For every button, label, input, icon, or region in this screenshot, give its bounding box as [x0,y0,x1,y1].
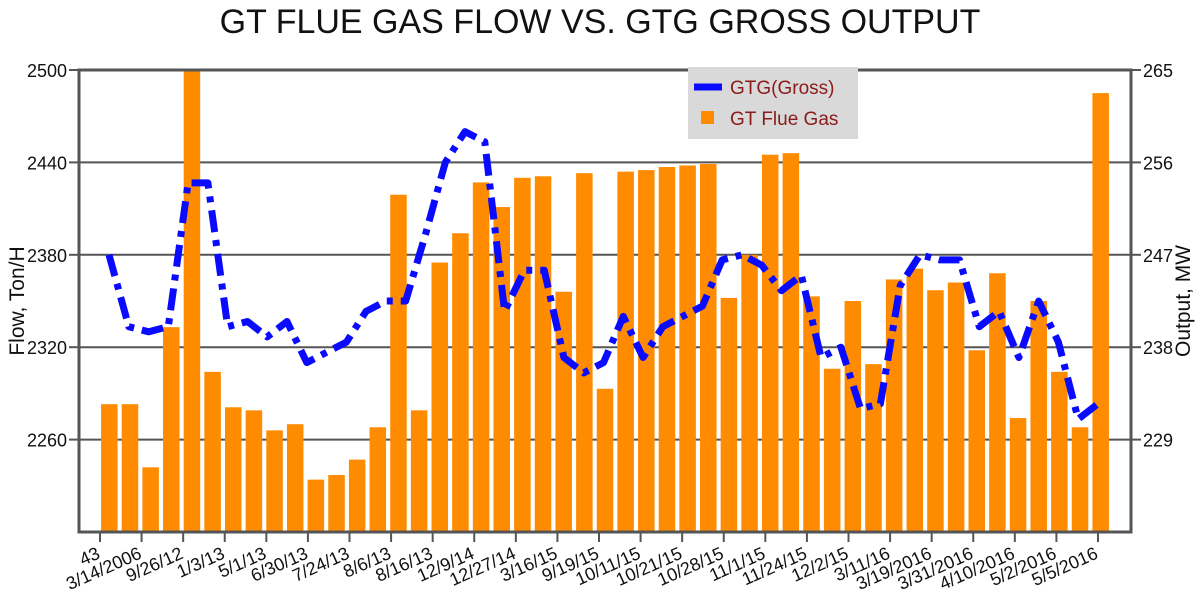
flue-gas-bar [823,368,841,532]
flue-gas-bar [989,273,1006,532]
flue-gas-bar [968,350,986,532]
gtg-gross-line [105,128,1101,423]
legend-gtg-label: GTG(Gross) [730,78,835,99]
flue-gas-bar [266,430,283,532]
flue-gas-bar [452,233,469,533]
right-tick-label: 265 [1143,61,1173,81]
flue-gas-bar [576,173,593,532]
legend-box [688,67,858,139]
flue-gas-bar [761,154,779,532]
flue-gas-bar [844,301,862,532]
flue-gas-bar [224,407,242,532]
legend-flue-swatch [701,111,714,124]
flue-gas-bar [472,182,490,533]
left-axis-ticks: 2260 2320 2380 2440 2500 [27,61,79,451]
legend: GTG(Gross) GT Flue Gas [688,67,858,139]
flue-gas-bar [493,207,510,532]
legend-flue-label: GT Flue Gas [730,109,838,130]
left-tick-label: 2500 [27,61,67,81]
flue-gas-bar [286,424,304,532]
flue-gas-bar [183,70,201,532]
x-axis-ticks: 433/14/20069/26/121/3/135/1/136/30/137/2… [63,532,1101,594]
flue-gas-bar [204,371,221,532]
right-tick-label: 238 [1143,338,1173,358]
right-axis-ticks: 229 238 247 256 265 [1131,61,1173,451]
flue-gas-bar [1030,301,1047,532]
flue-gas-bar [1009,418,1027,532]
chart-title: GT FLUE GAS FLOW VS. GTG GROSS OUTPUT [220,3,981,41]
y-axis-left-label: Flow, Ton/H [6,246,29,355]
flue-gas-bar [101,404,118,532]
plot-frame [77,68,1133,534]
flue-gas-bar [885,279,903,532]
flue-gas-bar [596,388,614,532]
flue-gas-bar [163,327,180,532]
flue-gas-bar [658,167,676,532]
flue-gas-bar [1092,93,1109,532]
flue-gas-bar [700,163,717,532]
flue-gas-bar [534,176,552,532]
y-axis-right-label: Output, MW [1172,245,1195,357]
flue-gas-bar [514,177,531,533]
right-tick-label: 247 [1143,246,1173,266]
flue-gas-bar [927,290,944,532]
flue-gas-bar [782,153,800,532]
flue-gas-bar [679,165,696,533]
left-tick-label: 2440 [27,153,67,173]
flue-gas-bar [245,410,263,532]
right-tick-label: 256 [1143,153,1173,173]
flue-gas-bar [1071,427,1089,532]
left-tick-label: 2260 [27,431,67,451]
flue-gas-bar [307,479,325,532]
flue-gas-bar [142,467,159,532]
flue-gas-bar [328,475,345,532]
flue-gas-bars [101,70,1109,533]
flue-gas-bar [555,291,572,532]
flue-gas-bar [390,194,407,533]
left-tick-label: 2380 [27,246,67,266]
flue-gas-bar [638,170,655,532]
flue-gas-bar [348,459,366,532]
flue-gas-bar [1051,371,1068,532]
flue-gas-bar [803,296,820,532]
flue-gas-bar [431,262,449,532]
flue-gas-bar [741,254,758,533]
flue-gas-bar [410,410,428,532]
flue-gas-bar [947,282,965,532]
flue-gas-bar [121,404,139,532]
left-tick-label: 2320 [27,338,67,358]
flue-gas-bar [720,297,738,532]
right-tick-label: 229 [1143,431,1173,451]
flue-gas-bar [369,427,387,532]
flue-gas-bar [617,171,634,532]
flue-gas-bar [906,268,924,532]
